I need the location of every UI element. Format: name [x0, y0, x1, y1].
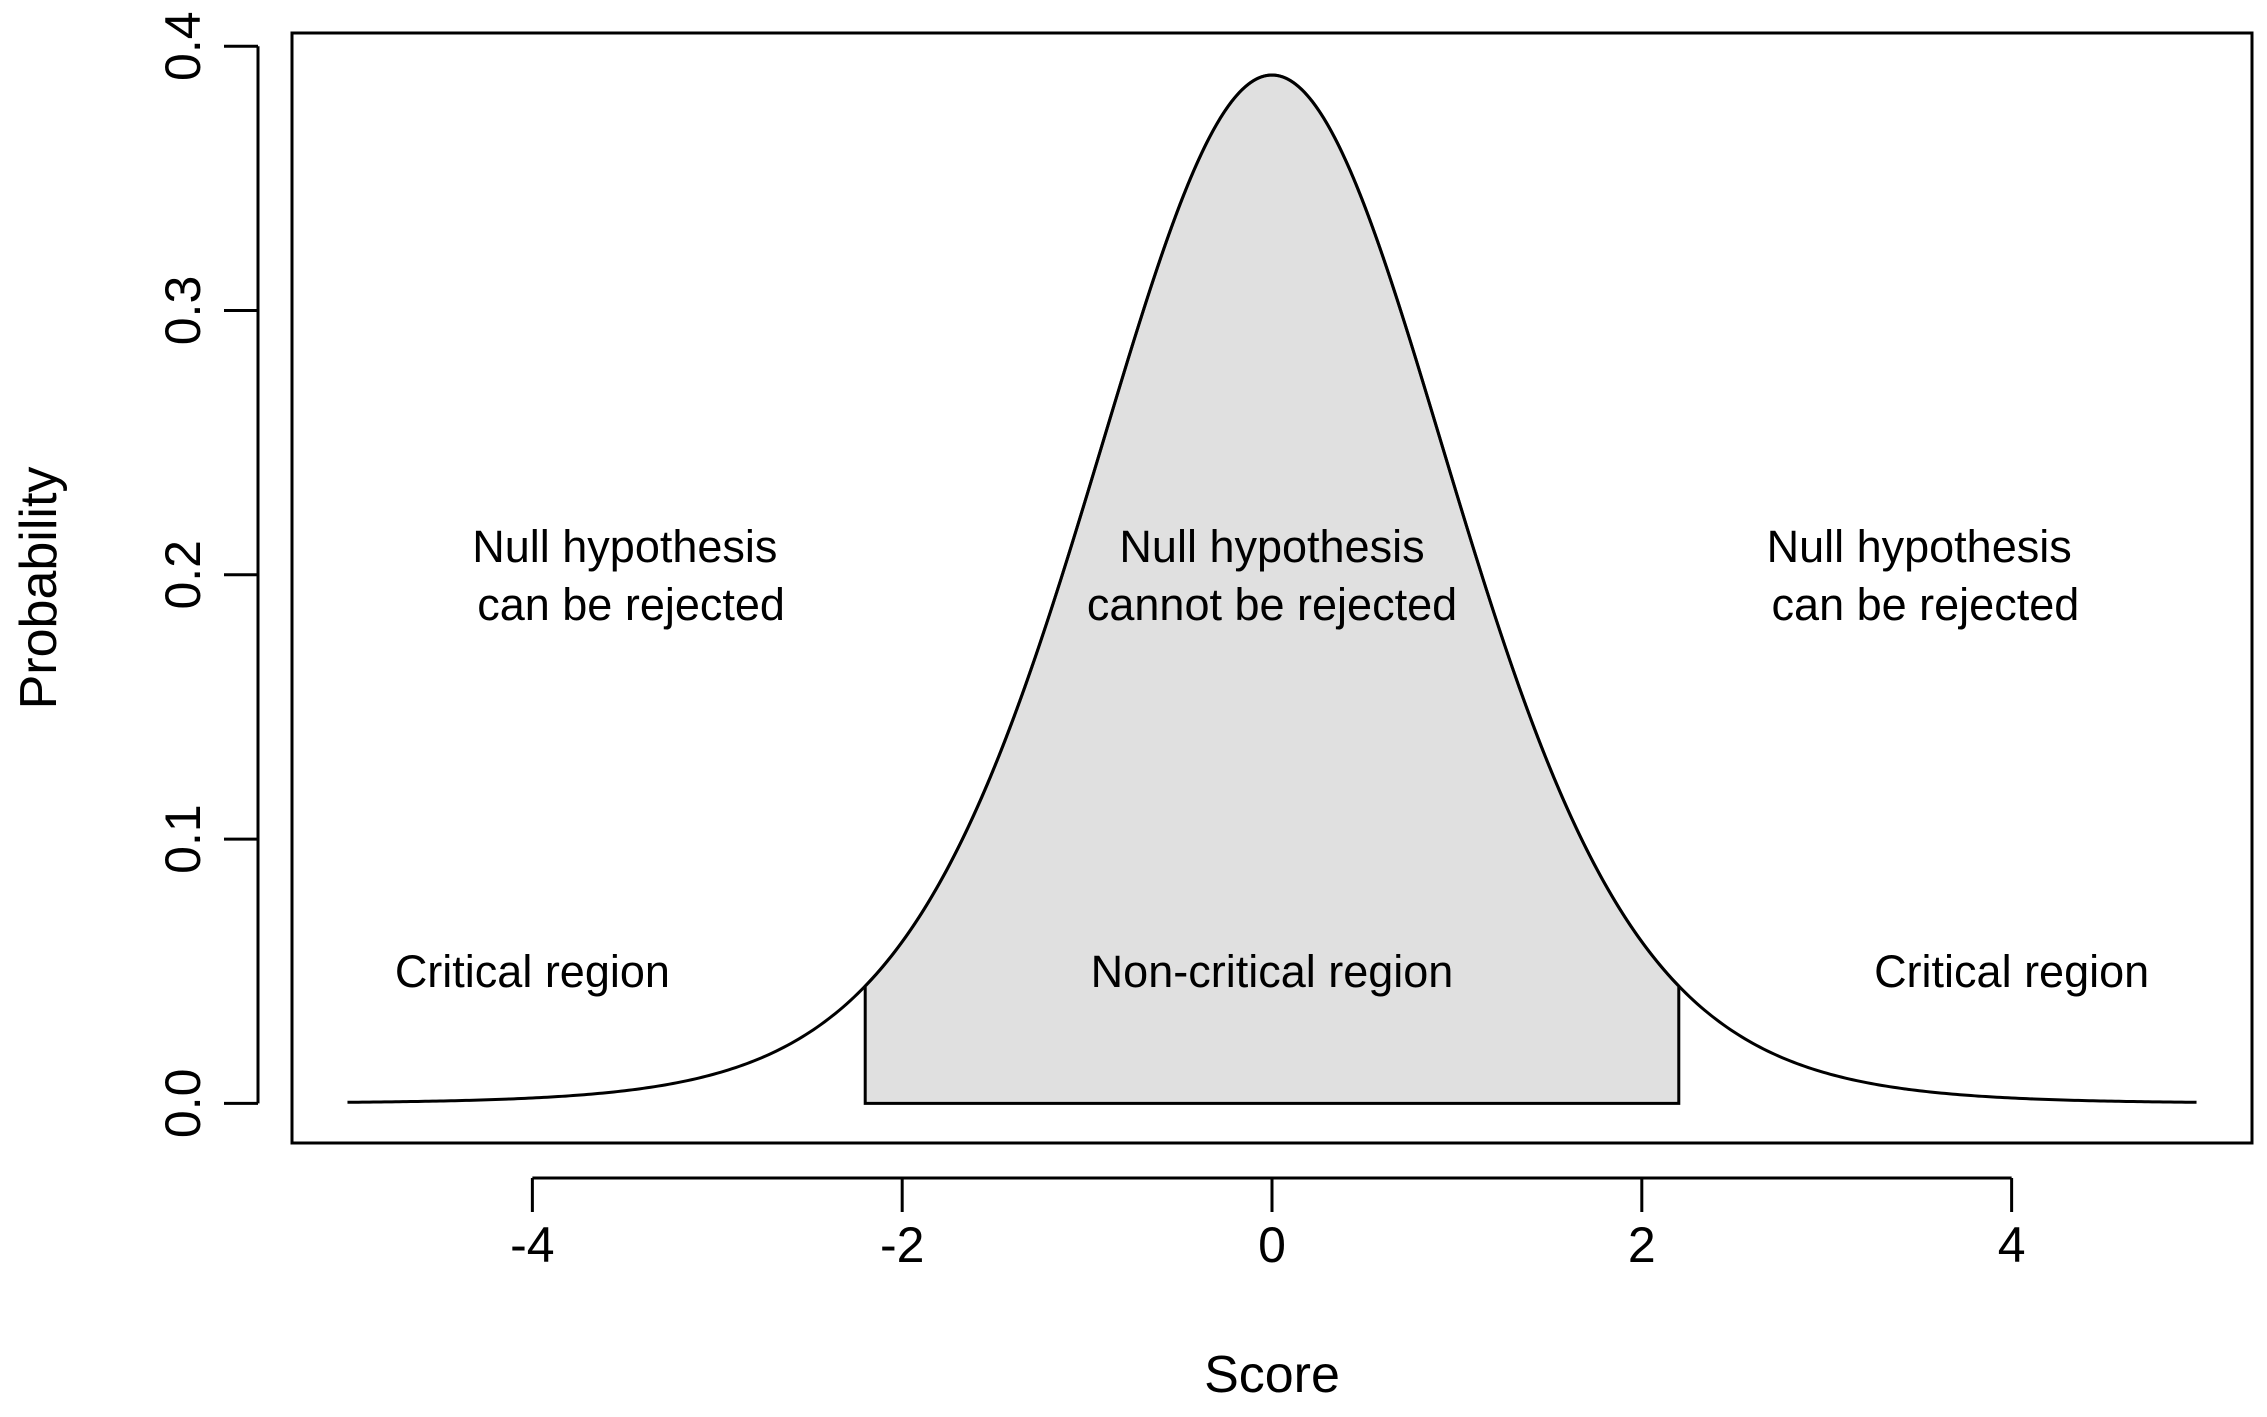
annotation-right-region: Critical region [1874, 946, 2149, 997]
annotation-line: cannot be rejected [1087, 579, 1457, 630]
y-tick-label: 0.1 [155, 804, 211, 874]
x-tick-label: 2 [1628, 1217, 1656, 1273]
annotation-left-hypothesis: Null hypothesis can be rejected [465, 521, 785, 630]
y-axis: 0.0 0.1 0.2 0.3 0.4 [155, 11, 260, 1139]
x-tick-label: -2 [880, 1217, 924, 1273]
annotation-line: Non-critical region [1091, 946, 1454, 997]
annotation-right-hypothesis: Null hypothesis can be rejected [1759, 521, 2079, 630]
x-tick-label: 4 [1998, 1217, 2026, 1273]
y-tick-label: 0.2 [155, 540, 211, 610]
x-tick-label: 0 [1258, 1217, 1286, 1273]
y-tick-label: 0.0 [155, 1069, 211, 1139]
y-tick-label: 0.3 [155, 276, 211, 346]
y-tick-label: 0.4 [155, 11, 211, 81]
annotation-line: can be rejected [465, 579, 785, 630]
annotation-line: Critical region [1874, 946, 2149, 997]
annotation-line: Null hypothesis [1767, 521, 2072, 572]
annotation-center-hypothesis: Null hypothesis cannot be rejected [1087, 521, 1457, 630]
x-axis: -4 -2 0 2 4 [510, 1176, 2026, 1273]
x-tick-label: -4 [510, 1217, 554, 1273]
plot-frame [290, 31, 2254, 1145]
annotation-line: Null hypothesis [472, 521, 777, 572]
annotation-center-region: Non-critical region [1091, 946, 1454, 997]
annotation-line: Critical region [395, 946, 670, 997]
annotation-line: can be rejected [1759, 579, 2079, 630]
density-curve [347, 73, 2197, 1104]
x-axis-title: Score [1204, 1346, 1340, 1404]
annotation-left-region: Critical region [395, 946, 670, 997]
y-axis-title: Probability [10, 467, 68, 710]
annotation-line: Null hypothesis [1119, 521, 1424, 572]
